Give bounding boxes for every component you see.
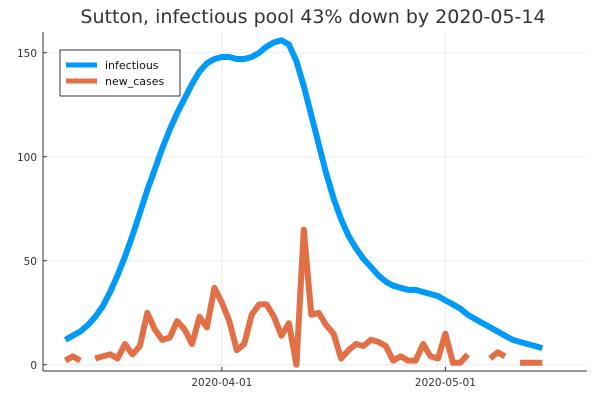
x-tick-label: 2020-04-01 — [191, 377, 252, 389]
series-line-infectious — [63, 37, 544, 351]
legend-box — [59, 49, 181, 97]
y-tick-label: 0 — [30, 360, 37, 372]
x-axis-ticks: 2020-04-01 2020-05-01 — [191, 367, 476, 389]
series-new-cases — [63, 226, 543, 368]
series-line-new-cases — [488, 349, 507, 361]
series-line-new-cases — [94, 226, 471, 368]
legend-label-new-cases: new_cases — [105, 75, 165, 88]
y-tick-label: 100 — [17, 152, 37, 164]
x-gridlines — [221, 32, 446, 371]
legend: infectious new_cases — [59, 49, 181, 97]
y-axis-ticks: 0 50 100 150 — [17, 48, 47, 372]
legend-label-infectious: infectious — [105, 59, 159, 72]
y-tick-label: 50 — [24, 256, 37, 268]
x-tick-label: 2020-05-01 — [415, 377, 476, 389]
plot-area — [63, 37, 544, 368]
series-line-new-cases — [63, 353, 82, 364]
chart-title: Sutton, infectious pool 43% down by 2020… — [80, 6, 545, 28]
series-infectious — [63, 37, 544, 351]
y-tick-label: 150 — [17, 48, 37, 60]
y-gridlines — [43, 52, 587, 366]
